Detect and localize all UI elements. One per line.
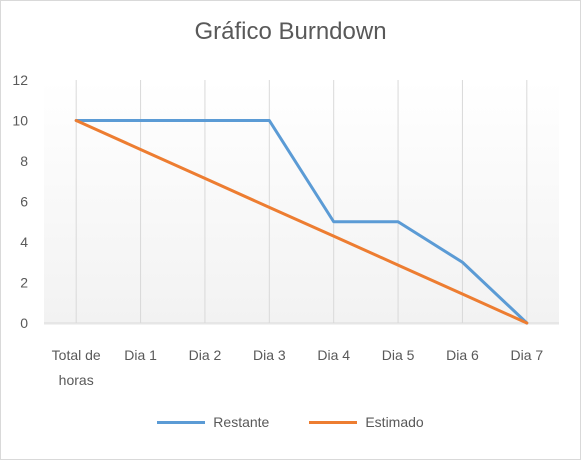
- x-tick-label: Total de horas: [52, 347, 101, 388]
- x-tick-label: Dia 7: [510, 347, 543, 363]
- y-tick-label: 0: [20, 315, 28, 331]
- y-tick-label: 8: [20, 153, 28, 169]
- y-tick-label: 6: [20, 194, 28, 210]
- y-tick-label: 2: [20, 275, 28, 291]
- chart-title: Gráfico Burndown: [194, 18, 387, 45]
- legend-item-estimado: Estimado: [309, 414, 424, 430]
- series-line-estimado: [74, 119, 529, 325]
- legend-swatch-estimado: [309, 420, 358, 424]
- x-tick-label: Dia 1: [124, 347, 157, 363]
- x-tick-label: Dia 6: [446, 347, 479, 363]
- x-tick-label: Dia 5: [382, 347, 415, 363]
- legend-label-restante: Restante: [213, 414, 270, 430]
- y-tick-label: 10: [12, 113, 28, 129]
- x-tick-label: Dia 2: [189, 347, 222, 363]
- legend-swatch-restante: [157, 420, 206, 424]
- legend-label-estimado: Estimado: [365, 414, 424, 430]
- y-tick-label: 12: [12, 72, 28, 88]
- y-tick-label: 4: [20, 234, 28, 250]
- series-line-restante: [74, 119, 529, 325]
- legend-item-restante: Restante: [157, 414, 269, 430]
- x-tick-label: Dia 3: [253, 347, 286, 363]
- plot-area: [44, 80, 559, 325]
- legend: Restante Estimado: [0, 414, 581, 430]
- x-tick-label: Dia 4: [317, 347, 350, 363]
